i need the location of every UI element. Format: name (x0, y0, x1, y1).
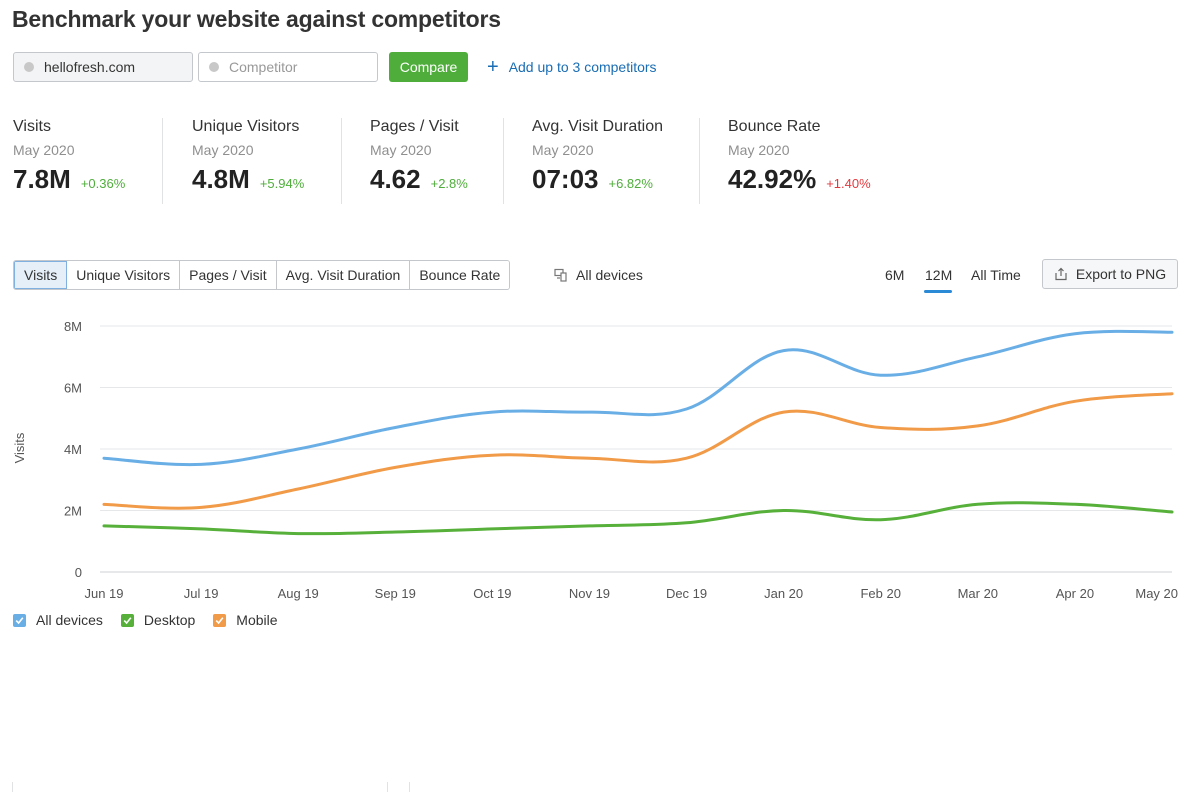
x-tick-label: Feb 20 (860, 586, 900, 601)
export-label: Export to PNG (1075, 266, 1167, 282)
panel-divider (409, 782, 410, 792)
x-tick-label: Nov 19 (569, 586, 610, 601)
x-tick-label: Oct 19 (473, 586, 511, 601)
metric-period: May 2020 (13, 142, 75, 158)
panel-divider (12, 782, 13, 792)
metric-avg-visit-duration: Avg. Visit Duration May 2020 07:03 +6.82… (532, 118, 663, 204)
x-tick-label: Jun 19 (84, 586, 123, 601)
metric-period: May 2020 (728, 142, 790, 158)
panel-divider (387, 782, 388, 792)
y-axis-label: Visits (12, 432, 27, 463)
domain-input[interactable]: hellofresh.com (13, 52, 193, 82)
competitor-color-dot (209, 62, 219, 72)
legend-item-mobile[interactable]: Mobile (213, 612, 278, 628)
metric-pages-per-visit: Pages / Visit May 2020 4.62 +2.8% (370, 118, 468, 204)
tab-avg-visit-duration[interactable]: Avg. Visit Duration (276, 261, 411, 289)
legend-label: Mobile (236, 612, 278, 628)
visits-line-chart: 0 2M 4M 6M 8M Jun 19 Jul 19 Aug 19 Sep 19 Oct 19… (12, 319, 1178, 601)
tab-bounce-rate[interactable]: Bounce Rate (410, 261, 510, 289)
legend-label: All devices (36, 612, 103, 628)
y-tick-label: 0 (75, 565, 82, 580)
checkbox-icon (13, 613, 26, 627)
competitor-input[interactable]: Competitor (198, 52, 378, 82)
x-tick-label: Jul 19 (184, 586, 219, 601)
series-line-mobile (102, 392, 1174, 510)
metric-divider (699, 118, 700, 204)
metric-value: 7.8M (13, 164, 71, 194)
metric-unique-visitors: Unique Visitors May 2020 4.8M +5.94% (192, 118, 304, 204)
tab-unique-visitors[interactable]: Unique Visitors (67, 261, 181, 289)
x-tick-label: Mar 20 (958, 586, 998, 601)
domain-input-value: hellofresh.com (44, 59, 136, 75)
tab-pages-per-visit[interactable]: Pages / Visit (180, 261, 277, 289)
plus-icon: + (487, 56, 499, 78)
export-button[interactable]: Export to PNG (1042, 259, 1178, 289)
x-tick-label: Aug 19 (278, 586, 319, 601)
compare-button[interactable]: Compare (389, 52, 468, 82)
metric-divider (341, 118, 342, 204)
metric-name: Visits (13, 118, 51, 135)
add-competitors-link[interactable]: + Add up to 3 competitors (487, 52, 657, 82)
legend-label: Desktop (143, 612, 196, 628)
export-icon (1055, 267, 1067, 281)
metric-period: May 2020 (370, 142, 432, 158)
series-line-desktop (102, 501, 1174, 536)
device-filter[interactable]: All devices (554, 260, 643, 290)
metric-change: +0.36% (80, 176, 126, 191)
page-title: Benchmark your website against competito… (12, 6, 501, 32)
metric-value: 4.8M (192, 164, 250, 194)
period-tab-all-time[interactable]: All Time (971, 267, 1021, 283)
legend-item-all-devices[interactable]: All devices (13, 612, 103, 628)
metric-period: May 2020 (192, 142, 254, 158)
metric-value: 4.62 (370, 164, 421, 194)
chart-legend: All devices Desktop Mobile (13, 612, 296, 628)
competitor-input-placeholder: Competitor (229, 59, 298, 75)
period-tab-12m[interactable]: 12M (925, 267, 953, 283)
y-tick-label: 8M (64, 319, 82, 334)
metric-visits: Visits May 2020 7.8M +0.36% (13, 118, 125, 204)
checkbox-icon (213, 613, 227, 627)
metric-change: +5.94% (259, 176, 305, 191)
metric-bounce-rate: Bounce Rate May 2020 42.92% +1.40% (728, 118, 871, 204)
metric-change: +2.8% (430, 176, 468, 191)
add-competitors-label: Add up to 3 competitors (508, 59, 657, 75)
x-tick-label: Sep 19 (375, 586, 416, 601)
y-tick-label: 4M (64, 442, 82, 457)
metric-divider (162, 118, 163, 204)
metric-change: +6.82% (608, 176, 653, 191)
metric-tabs: Visits Unique Visitors Pages / Visit Avg… (13, 260, 511, 290)
series-line-all-devices (102, 329, 1174, 467)
metric-divider (503, 118, 504, 204)
x-tick-label: Apr 20 (1056, 586, 1094, 601)
metric-value: 07:03 (532, 164, 599, 194)
legend-item-desktop[interactable]: Desktop (120, 612, 196, 628)
x-tick-label: Dec 19 (666, 586, 707, 601)
y-tick-label: 2M (64, 504, 82, 519)
metric-name: Unique Visitors (192, 118, 300, 135)
devices-icon (554, 268, 567, 282)
period-tab-6m[interactable]: 6M (885, 267, 905, 283)
y-tick-label: 6M (64, 381, 82, 396)
domain-color-dot (24, 62, 34, 72)
metric-name: Pages / Visit (370, 118, 459, 135)
metric-period: May 2020 (532, 142, 594, 158)
metric-value: 42.92% (728, 164, 817, 194)
metric-name: Avg. Visit Duration (532, 118, 664, 135)
metric-name: Bounce Rate (728, 118, 821, 135)
metric-change: +1.40% (826, 176, 871, 191)
checkbox-icon (120, 613, 134, 627)
device-filter-label: All devices (576, 267, 643, 283)
tab-visits[interactable]: Visits (14, 261, 68, 289)
x-tick-label: May 20 (1135, 586, 1178, 601)
x-tick-label: Jan 20 (764, 586, 803, 601)
active-period-indicator (924, 290, 952, 293)
